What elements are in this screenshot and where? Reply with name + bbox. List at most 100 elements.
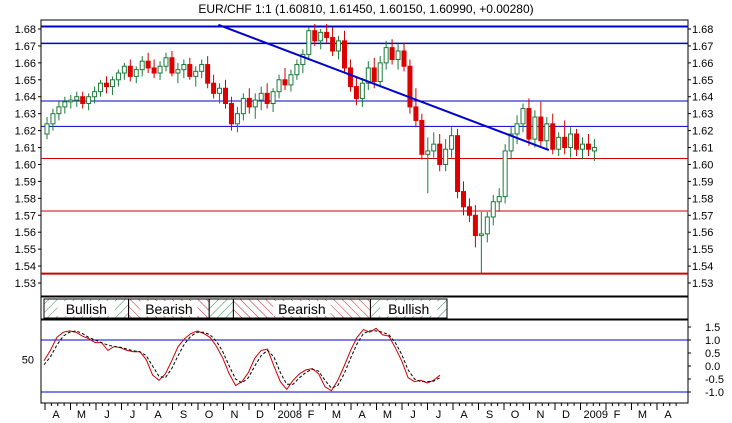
candle-body: [401, 50, 407, 67]
candle-body: [246, 97, 252, 108]
oscillator-ticks: 1.51.00.50.0-0.5-1.0 50: [22, 322, 724, 399]
band-label-bg: [57, 301, 116, 316]
x-tick-label: S: [486, 409, 493, 421]
candle: [574, 128, 580, 156]
price-ticks-right: 1.68 1.67 1.66 1.65 1.64 1.63 1.62 1.61 1.60 1.59…: [688, 24, 713, 290]
x-tick-label: 2009: [584, 409, 608, 421]
band-fill: [208, 298, 234, 319]
chart-title: EUR/CHF 1:1 (1.60810, 1.61450, 1.60150, …: [198, 2, 533, 16]
y-tick-label-left: 1.64: [15, 92, 36, 104]
candle-body: [377, 62, 383, 82]
band-segment-bearish: Bearish: [232, 298, 371, 319]
y-tick-label-left: 1.55: [15, 244, 36, 256]
candle: [234, 106, 240, 133]
candle: [478, 211, 484, 275]
candle: [56, 100, 62, 121]
y-tick-label-left: 1.63: [15, 109, 36, 121]
candle: [74, 91, 80, 107]
level-lines: [41, 25, 688, 275]
candle-body: [240, 97, 246, 115]
candle-body: [437, 143, 443, 165]
x-tick-label: J: [436, 409, 442, 421]
candle: [496, 188, 502, 212]
candle: [461, 181, 466, 216]
candle-body: [169, 57, 175, 74]
candle-body: [193, 70, 199, 77]
candle: [211, 74, 217, 99]
y-tick-label-right: 1.57: [692, 210, 713, 222]
candle-body: [526, 108, 532, 140]
x-tick-label: M: [77, 409, 86, 421]
oscillator-tick-label: -0.5: [705, 374, 724, 386]
candle: [109, 76, 115, 96]
candle: [502, 144, 508, 204]
candle-body: [270, 91, 276, 105]
y-tick-label-right: 1.65: [692, 75, 713, 87]
candle-body: [288, 74, 294, 86]
candle: [580, 137, 585, 160]
x-tick-label: J: [104, 409, 110, 421]
candle-body: [443, 148, 449, 165]
candle-body: [109, 79, 115, 88]
candle-body: [395, 50, 401, 60]
candle: [508, 127, 514, 160]
candle-body: [86, 96, 92, 105]
candle-body: [550, 123, 556, 150]
candle: [115, 69, 121, 87]
x-tick-label: J: [410, 409, 416, 421]
y-tick-label-left: 1.66: [15, 58, 36, 70]
y-tick-label-right: 1.53: [692, 278, 713, 290]
candle: [276, 74, 282, 99]
y-tick-label-right: 1.68: [692, 24, 713, 36]
x-tick-label: A: [358, 409, 366, 421]
candle: [425, 137, 431, 194]
x-tick-label: N: [231, 409, 239, 421]
candle-body: [478, 233, 484, 237]
oscillator-tick-label: 0.5: [705, 348, 720, 360]
candle: [157, 61, 163, 80]
x-tick-label: A: [664, 409, 672, 421]
candle-body: [365, 67, 371, 84]
y-tick-label-right: 1.54: [692, 261, 713, 273]
candle-body: [389, 47, 395, 60]
x-tick-label: A: [154, 409, 162, 421]
candle-body: [217, 87, 223, 94]
band-label-bg: [140, 301, 198, 316]
candle: [223, 79, 228, 109]
candle: [80, 91, 86, 109]
candle: [104, 76, 109, 94]
candle-body: [264, 92, 270, 105]
band-segment-bullish: Bullish: [369, 298, 448, 319]
y-tick-label-left: 1.61: [15, 143, 36, 155]
candle: [300, 49, 306, 74]
candle: [294, 59, 300, 80]
candle: [127, 59, 133, 82]
y-tick-label-right: 1.63: [692, 109, 713, 121]
y-tick-label-right: 1.64: [692, 92, 713, 104]
candle-body: [580, 143, 585, 150]
candle: [383, 40, 389, 70]
candle-body: [556, 136, 562, 150]
candle-body: [62, 101, 68, 108]
candle-body: [336, 40, 342, 52]
oscillator-series: [43, 330, 441, 389]
candle-body: [139, 60, 145, 71]
candle: [377, 56, 383, 87]
candle-body: [163, 57, 169, 67]
candle-body: [502, 150, 508, 198]
candle-body: [544, 123, 550, 142]
candle-body: [74, 96, 80, 101]
candle-body: [312, 30, 318, 42]
candle: [50, 108, 56, 131]
oscillator: [41, 327, 688, 393]
candle: [181, 59, 187, 79]
x-tick-label: O: [511, 409, 520, 421]
band-label: Bullish: [66, 301, 107, 317]
candle: [359, 78, 365, 107]
band-segment-bullish: Bullish: [43, 298, 130, 319]
x-tick-label: 2008: [278, 409, 302, 421]
candle: [336, 35, 342, 60]
x-tick-label: A: [460, 409, 468, 421]
candle: [92, 86, 98, 104]
